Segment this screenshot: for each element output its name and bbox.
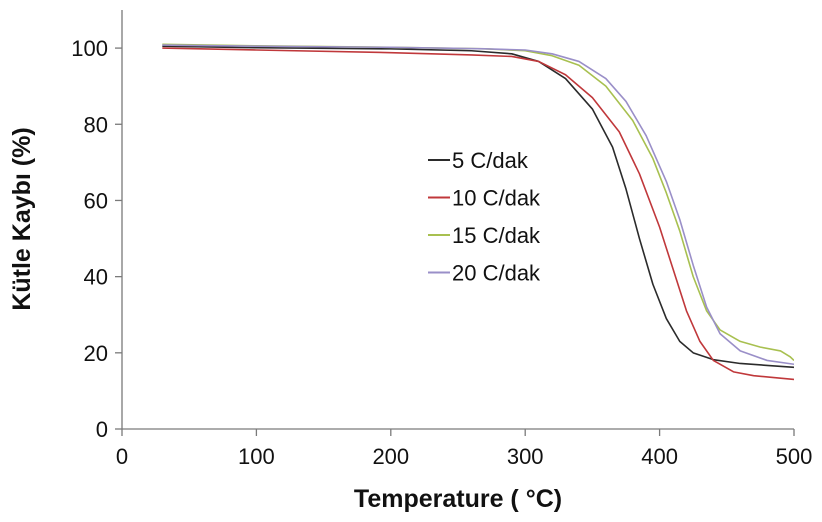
series-line-2	[162, 47, 794, 381]
x-tick-label: 300	[507, 444, 544, 469]
x-tick-label: 100	[238, 444, 275, 469]
x-axis-title: Temperature ( °C)	[354, 485, 562, 513]
x-tick-label: 500	[776, 444, 813, 469]
y-tick-label: 0	[96, 417, 108, 442]
legend-label-2: 10 C/dak	[452, 186, 541, 211]
legend: 5 C/dak 10 C/dak 15 C/dak 20 C/dak	[428, 148, 541, 286]
y-tick-label: 100	[71, 36, 108, 61]
series-line-4	[162, 44, 794, 366]
y-axis-ticks: 0 20 40 60 80 100	[71, 36, 122, 442]
x-tick-label: 200	[372, 444, 409, 469]
series-lines	[162, 43, 794, 381]
y-tick-label: 60	[84, 188, 108, 213]
x-tick-label: 400	[641, 444, 678, 469]
y-tick-label: 20	[84, 341, 108, 366]
y-tick-label: 80	[84, 112, 108, 137]
legend-label-4: 20 C/dak	[452, 261, 541, 286]
x-tick-label: 0	[116, 444, 128, 469]
y-axis-title: Kütle Kaybı (%)	[8, 127, 36, 310]
x-axis-ticks: 0 100 200 300 400 500	[116, 429, 812, 469]
legend-label-3: 15 C/dak	[452, 223, 541, 248]
legend-label-1: 5 C/dak	[452, 148, 529, 173]
y-tick-label: 40	[84, 265, 108, 290]
